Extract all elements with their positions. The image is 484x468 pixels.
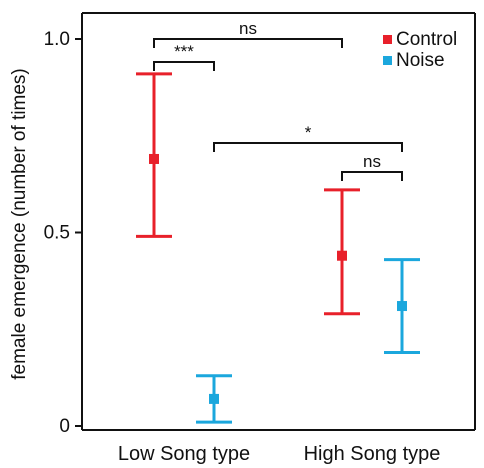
- significance-label: ns: [239, 19, 257, 38]
- error-bar-group: [324, 188, 360, 316]
- bracket-line: [153, 38, 343, 48]
- mean-point: [397, 301, 407, 312]
- mean-point: [337, 250, 347, 261]
- mean-point: [209, 393, 219, 404]
- x-tick-label: Low Song type: [118, 443, 250, 465]
- x-tick-label: High Song type: [304, 443, 441, 465]
- significance-bracket: ns: [341, 152, 403, 181]
- y-axis-label: female emergence (number of times): [9, 68, 30, 380]
- significance-label: *: [305, 123, 312, 142]
- significance-bracket: *: [213, 123, 403, 152]
- error-bar-group: [136, 72, 172, 238]
- legend-label: Control: [396, 29, 457, 50]
- data-marks: [136, 72, 420, 424]
- y-tick-label: 1.0: [44, 29, 70, 50]
- error-bar-group: [384, 258, 420, 354]
- significance-bracket: ns: [153, 19, 343, 48]
- bracket-line: [213, 142, 403, 152]
- bracket-line: [153, 61, 215, 71]
- significance-brackets: ns****ns: [153, 19, 403, 181]
- significance-bracket: ***: [153, 42, 215, 71]
- mean-point: [149, 153, 159, 164]
- error-bar-group: [196, 374, 232, 424]
- y-tick-label: 0: [59, 416, 70, 437]
- significance-label: ***: [174, 42, 194, 61]
- y-tick-label: 0.5: [44, 223, 70, 244]
- bracket-line: [341, 171, 403, 181]
- legend-swatch: [383, 35, 392, 44]
- axes: 0 0.5 1.0 Low Song type High Song type: [44, 12, 476, 465]
- significance-label: ns: [363, 152, 381, 171]
- legend-label: Noise: [396, 50, 445, 71]
- legend-swatch: [383, 56, 392, 65]
